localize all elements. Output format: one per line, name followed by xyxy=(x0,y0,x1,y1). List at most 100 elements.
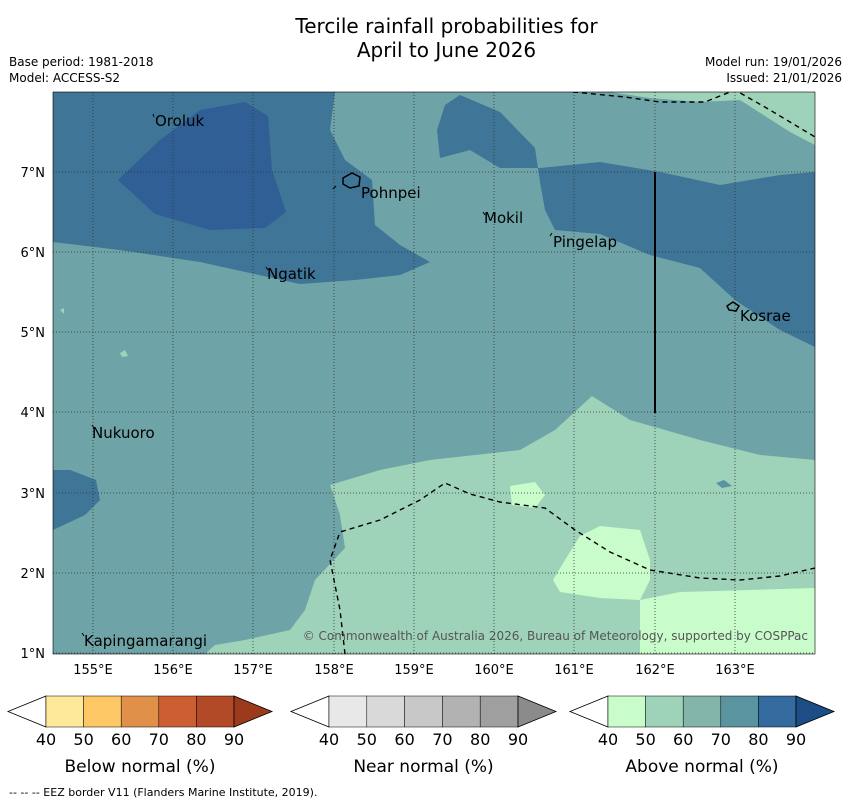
field-40-50-c xyxy=(510,482,545,508)
colorbar-segment xyxy=(158,695,197,728)
header-left: Base period: 1981-2018 Model: ACCESS-S2 xyxy=(9,54,154,86)
place-label-pohnpei: Pohnpei xyxy=(361,184,421,202)
colorbar-tick-label: 60 xyxy=(111,730,131,749)
field-50-60-northeast xyxy=(610,92,815,145)
colorbar-tick-label: 50 xyxy=(635,730,655,749)
colorbars: 40 50 60 70 80 90 Below normal (%) 40 50 60 70 80 90… xyxy=(6,695,836,777)
colorbar-segment xyxy=(645,695,684,728)
colorbar-segment-low xyxy=(289,695,330,728)
field-70-80-southwest xyxy=(53,470,100,530)
colorbar-tick-label: 70 xyxy=(432,730,452,749)
lon-tick-label: 156°E xyxy=(153,663,193,678)
colorbar-segment xyxy=(682,695,722,728)
colorbar-tick-label: 70 xyxy=(711,730,731,749)
field-50-60 xyxy=(205,396,815,654)
place-label-mokil: Mokil xyxy=(484,209,523,227)
colorbar-segment-low xyxy=(568,695,609,728)
pingelap-atoll xyxy=(549,232,553,237)
colorbar-segment xyxy=(366,695,405,728)
colorbar-tick-label: 40 xyxy=(319,730,339,749)
field-40-50-b xyxy=(640,588,815,654)
colorbar-segment-low xyxy=(6,695,47,728)
colorbar-tick-label: 80 xyxy=(748,730,768,749)
place-label-kapingamarangi: Kapingamarangi xyxy=(84,632,207,650)
map-frame xyxy=(52,91,816,655)
longitude-axis: 155°E 156°E 157°E 158°E 159°E 160°E 161°E 162°E… xyxy=(73,663,755,678)
ngatik-atoll xyxy=(265,266,269,271)
base-period-label: Base period: 1981-2018 xyxy=(9,55,154,69)
colorbar-segment xyxy=(404,695,443,728)
field-80-90 xyxy=(118,102,286,230)
colorbar-segment xyxy=(442,695,481,728)
colorbar-tick-label: 60 xyxy=(673,730,693,749)
ant-atoll xyxy=(332,185,337,190)
lon-tick-label: 158°E xyxy=(314,663,354,678)
lon-tick-label: 155°E xyxy=(73,663,113,678)
place-label-kosrae: Kosrae xyxy=(740,307,791,325)
colorbar-segment-high xyxy=(233,695,274,728)
eez-border xyxy=(329,92,815,654)
colorbar-segment xyxy=(479,695,519,728)
colorbar-near-normal: 40 50 60 70 80 90 Near normal (%) xyxy=(289,695,558,777)
lat-tick-label: 3°N xyxy=(21,487,46,502)
title-line-1: Tercile rainfall probabilities for xyxy=(295,14,598,38)
colorbar-segment xyxy=(83,695,122,728)
latitude-axis: 7°N 6°N 5°N 4°N 3°N 2°N 1°N xyxy=(21,166,46,662)
lat-tick-label: 5°N xyxy=(21,326,46,341)
colorbar-segment-high xyxy=(517,695,558,728)
lat-tick-label: 2°N xyxy=(21,567,46,582)
lat-tick-label: 1°N xyxy=(21,647,46,662)
colorbar-segment xyxy=(120,695,160,728)
issued-label: Issued: 21/01/2026 xyxy=(726,71,842,85)
field-40-50-a xyxy=(553,526,650,600)
kapingamarangi-atoll xyxy=(81,632,85,637)
colorbar-below-normal: 40 50 60 70 80 90 Below normal (%) xyxy=(6,695,274,777)
colorbar-segment xyxy=(196,695,235,728)
colorbar-tick-label: 50 xyxy=(357,730,377,749)
field-70-80-east xyxy=(437,95,815,347)
probability-field xyxy=(53,92,815,654)
lon-tick-label: 160°E xyxy=(474,663,514,678)
field-speck-c xyxy=(716,480,732,488)
colorbar-segment xyxy=(758,695,797,728)
gridlines xyxy=(53,92,815,654)
kosrae-island xyxy=(726,301,741,312)
field-speck-a xyxy=(120,350,128,357)
lon-tick-label: 162°E xyxy=(635,663,675,678)
colorbar-segment xyxy=(328,695,368,728)
colorbar-tick-label: 80 xyxy=(186,730,206,749)
title-line-2: April to June 2026 xyxy=(356,38,537,62)
colorbar-title: Below normal (%) xyxy=(65,757,216,777)
colorbar-segment xyxy=(720,695,759,728)
colorbar-tick-label: 40 xyxy=(598,730,618,749)
pohnpei-island xyxy=(342,172,361,189)
colorbar-tick-label: 70 xyxy=(149,730,169,749)
oroluk-atoll xyxy=(152,113,155,118)
colorbar-tick-label: 90 xyxy=(508,730,528,749)
field-speck-b xyxy=(60,308,64,314)
model-run-label: Model run: 19/01/2026 xyxy=(704,55,842,69)
lon-tick-label: 157°E xyxy=(233,663,273,678)
colorbar-tick-label: 50 xyxy=(73,730,93,749)
colorbar-segment xyxy=(45,695,84,728)
colorbar-tick-label: 80 xyxy=(470,730,490,749)
colorbar-title: Near normal (%) xyxy=(353,757,493,777)
eez-footnote: -- -- -- EEZ border V11 (Flanders Marine… xyxy=(9,786,318,799)
place-label-nukuoro: Nukuoro xyxy=(92,424,155,442)
lon-tick-label: 163°E xyxy=(715,663,755,678)
header-right: Model run: 19/01/2026 Issued: 21/01/2026 xyxy=(705,54,842,86)
colorbar-title: Above normal (%) xyxy=(625,757,778,777)
lat-tick-label: 7°N xyxy=(21,166,46,181)
lat-tick-label: 6°N xyxy=(21,246,46,261)
colorbar-tick-label: 90 xyxy=(786,730,806,749)
lon-tick-label: 161°E xyxy=(554,663,594,678)
place-label-oroluk: Oroluk xyxy=(155,112,204,130)
copyright-notice: © Commonwealth of Australia 2026, Bureau… xyxy=(303,629,808,643)
colorbar-segment xyxy=(607,695,646,728)
lon-tick-label: 159°E xyxy=(394,663,434,678)
colorbar-above-normal: 40 50 60 70 80 90 Above normal (%) xyxy=(568,695,836,777)
place-label-ngatik: Ngatik xyxy=(267,265,316,283)
map-title: Tercile rainfall probabilities for April… xyxy=(0,14,850,62)
colorbar-tick-label: 60 xyxy=(394,730,414,749)
